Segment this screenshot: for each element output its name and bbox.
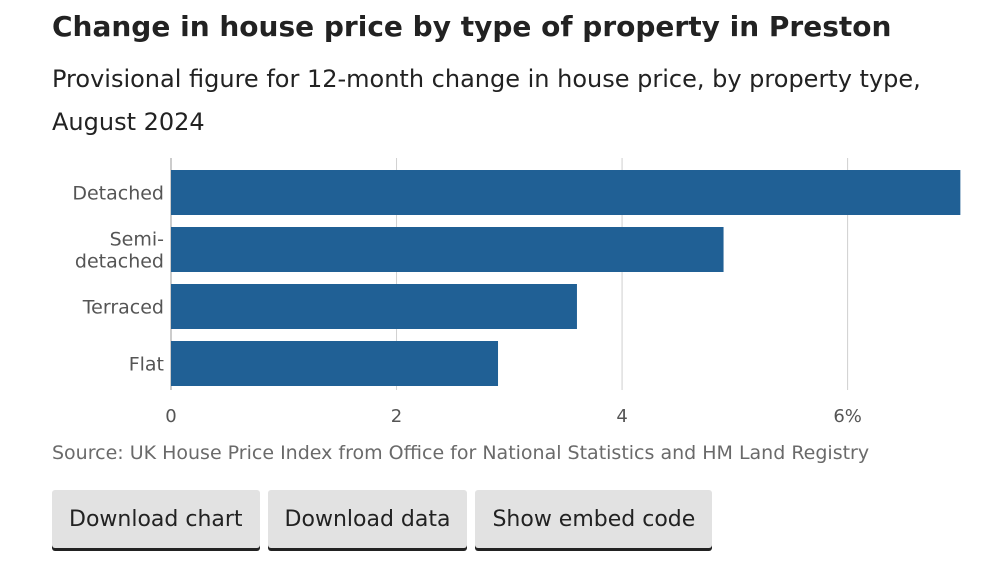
bar-chart: Detached Semi-detached Terraced Flat 0 2 4 6% bbox=[72, 158, 961, 427]
chart-subtitle: Provisional figure for 12-month change i… bbox=[52, 65, 921, 136]
bar-terraced bbox=[171, 284, 577, 329]
category-label-terraced: Terraced bbox=[82, 297, 164, 319]
bar-flat bbox=[171, 341, 499, 386]
category-label-detached: Detached bbox=[72, 183, 164, 205]
source-note: Source: UK House Price Index from Office… bbox=[52, 442, 870, 464]
bar-semi-detached bbox=[171, 227, 724, 272]
download-data-button[interactable]: Download data bbox=[267, 490, 468, 548]
chart-title: Change in house price by type of propert… bbox=[52, 10, 892, 43]
category-label-semi-detached: Semi-detached bbox=[75, 229, 164, 273]
download-chart-button[interactable]: Download chart bbox=[52, 490, 260, 548]
category-label-flat: Flat bbox=[129, 354, 164, 376]
bars bbox=[171, 170, 961, 386]
x-tick-label-0: 0 bbox=[165, 406, 176, 427]
x-axis-ticks: 0 2 4 6% bbox=[165, 406, 862, 427]
x-tick-label-2: 2 bbox=[391, 406, 402, 427]
bar-detached bbox=[171, 170, 961, 215]
category-labels: Detached Semi-detached Terraced Flat bbox=[72, 183, 164, 376]
show-embed-code-button[interactable]: Show embed code bbox=[475, 490, 713, 548]
x-tick-label-6: 6% bbox=[833, 406, 862, 427]
chart-actions: Download chart Download data Show embed … bbox=[52, 490, 713, 548]
x-tick-label-4: 4 bbox=[616, 406, 627, 427]
